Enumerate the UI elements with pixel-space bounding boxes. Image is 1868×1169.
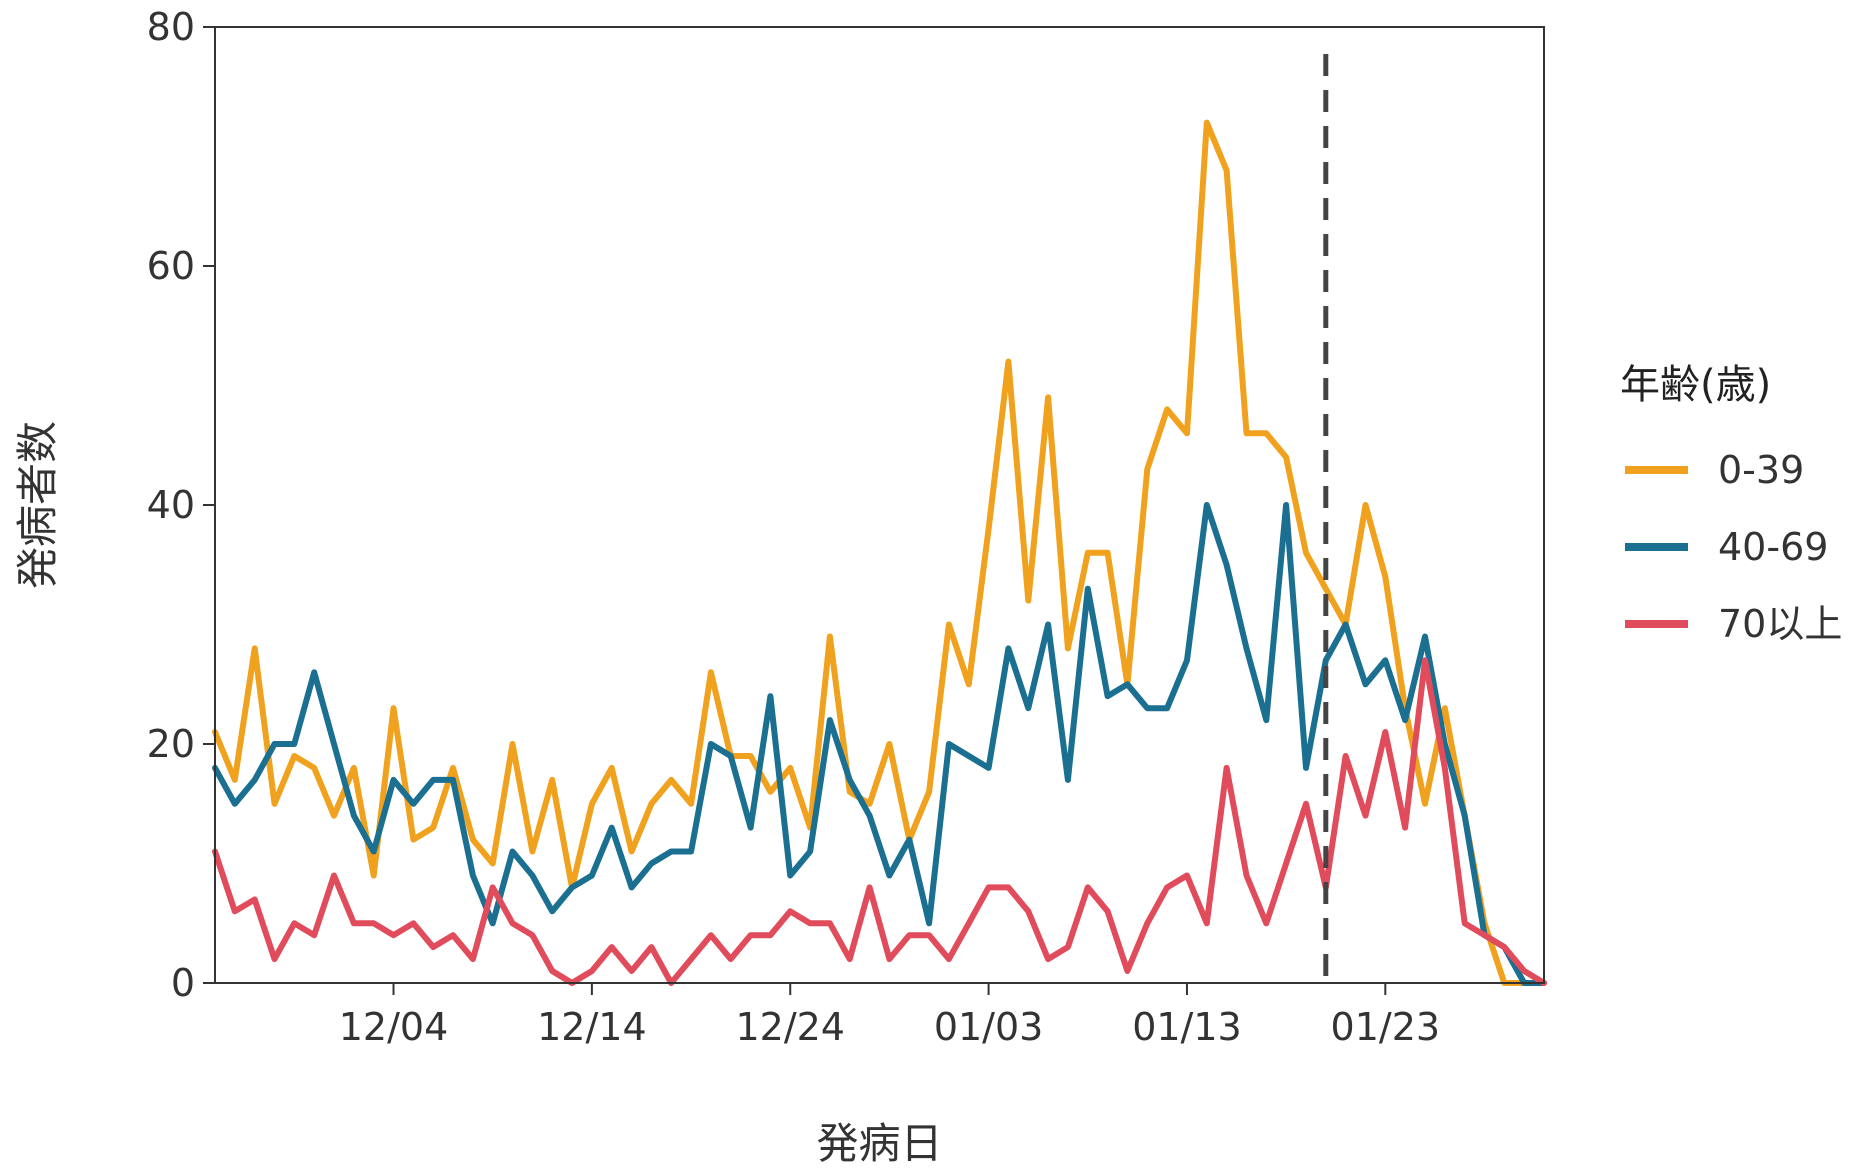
y-tick-label: 80 <box>147 5 195 49</box>
series-line-2 <box>212 657 1547 986</box>
legend-title: 年齢(歳) <box>1620 362 1771 408</box>
x-tick-label: 12/14 <box>537 1005 647 1049</box>
legend-label-0: 0-39 <box>1718 448 1804 492</box>
plot-panel <box>212 26 1547 986</box>
x-axis: 12/04 12/14 12/24 01/03 01/13 01/23 <box>339 983 1440 1049</box>
y-tick-label: 20 <box>147 722 195 766</box>
series-lines <box>212 119 1547 986</box>
legend-label-2: 70以上 <box>1718 602 1842 646</box>
x-tick-label: 12/04 <box>339 1005 449 1049</box>
y-axis-title: 発病者数 <box>13 421 62 589</box>
y-tick-label: 40 <box>147 483 195 527</box>
series-line-1 <box>212 502 1547 986</box>
series-line-0 <box>212 119 1547 986</box>
legend-items: 0-39 40-69 70以上 <box>1625 448 1842 646</box>
y-axis: 0 20 40 60 80 <box>147 5 216 1005</box>
x-tick-label: 12/24 <box>735 1005 845 1049</box>
y-tick-label: 60 <box>147 244 195 288</box>
x-axis-title: 発病日 <box>816 1119 942 1168</box>
y-tick-label: 0 <box>171 961 195 1005</box>
legend: 年齢(歳) 0-39 40-69 70以上 <box>1620 362 1842 646</box>
x-tick-label: 01/03 <box>934 1005 1044 1049</box>
legend-label-1: 40-69 <box>1718 525 1828 569</box>
x-tick-label: 01/23 <box>1331 1005 1441 1049</box>
x-tick-label: 01/13 <box>1132 1005 1242 1049</box>
